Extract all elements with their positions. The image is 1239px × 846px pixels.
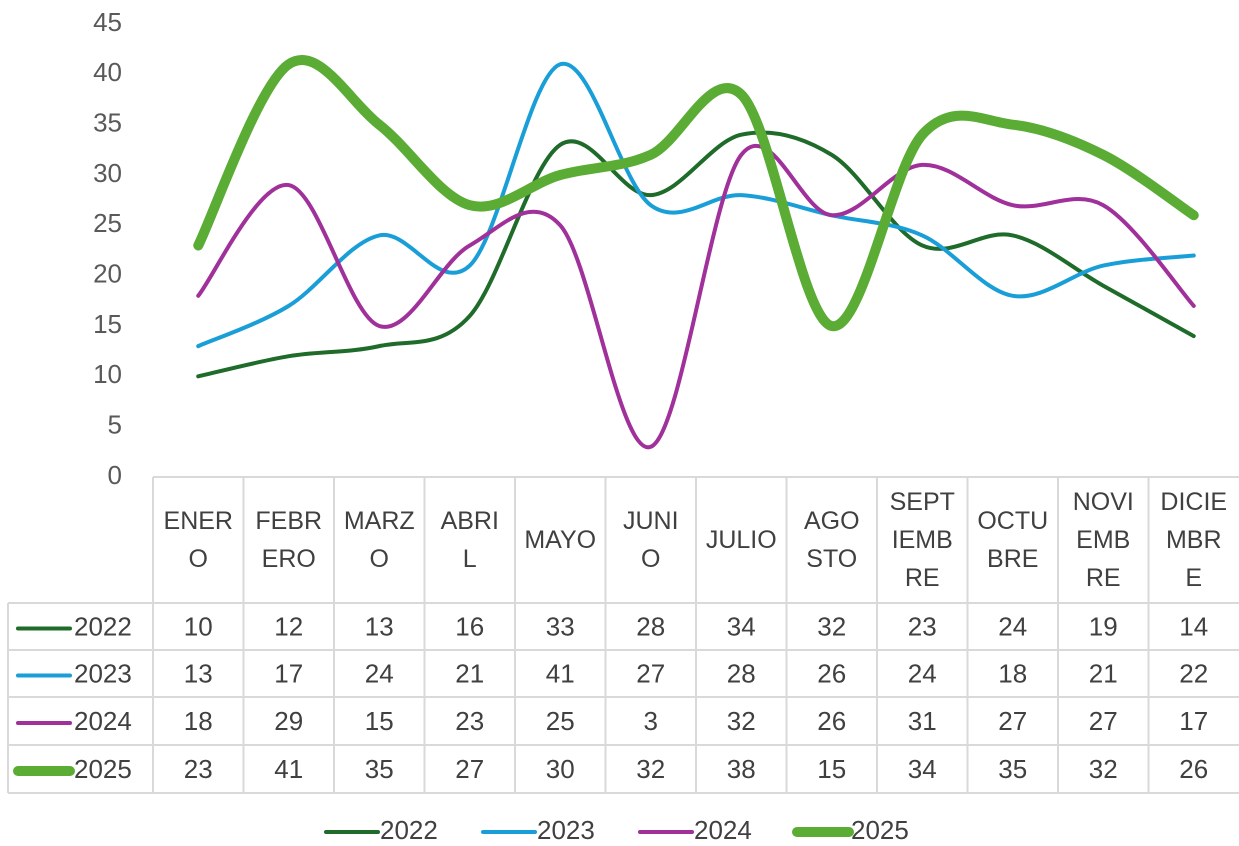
line-series <box>193 55 1199 331</box>
table-value: 34 <box>727 611 756 641</box>
table-value: 32 <box>727 706 756 736</box>
category-cell: DICIEMBRE <box>1160 488 1228 592</box>
y-tick-label: 10 <box>93 359 122 389</box>
table-value: 24 <box>365 658 394 688</box>
table-value: 12 <box>274 611 303 641</box>
table-value: 28 <box>727 658 756 688</box>
y-tick-label: 20 <box>93 259 122 289</box>
table-value: 32 <box>1089 754 1118 784</box>
y-tick-label: 30 <box>93 158 122 188</box>
legend-label: 2025 <box>851 815 909 845</box>
category-cell: FEBRERO <box>255 507 323 573</box>
table-value: 26 <box>817 706 846 736</box>
x-tick-label: DICIEMBRE <box>1160 488 1228 592</box>
table-value: 15 <box>817 754 846 784</box>
table-value: 18 <box>998 658 1027 688</box>
table-value: 35 <box>998 754 1027 784</box>
category-cell: NOVIEMBRE <box>1072 488 1134 592</box>
table-value: 38 <box>727 754 756 784</box>
table-value: 21 <box>1089 658 1118 688</box>
row-label: 2023 <box>74 658 132 688</box>
x-tick-label: ABRIL <box>440 507 499 573</box>
table-value: 24 <box>998 611 1027 641</box>
category-cell: SEPTIEMBRE <box>889 488 955 592</box>
table-value: 24 <box>908 658 937 688</box>
y-tick-label: 45 <box>93 7 122 37</box>
table-value: 21 <box>455 658 484 688</box>
y-tick-label: 25 <box>93 208 122 238</box>
table-value: 19 <box>1089 611 1118 641</box>
x-tick-label: JUNIO <box>622 507 679 573</box>
table-value: 22 <box>1179 658 1208 688</box>
table-value: 27 <box>636 658 665 688</box>
y-tick-label: 0 <box>108 460 122 490</box>
x-tick-label: ENERO <box>163 507 233 573</box>
table-value: 14 <box>1179 611 1208 641</box>
category-cell: ENERO <box>163 507 233 573</box>
legend-label: 2024 <box>694 815 752 845</box>
table-value: 17 <box>274 658 303 688</box>
legend-label: 2022 <box>380 815 438 845</box>
table-value: 32 <box>817 611 846 641</box>
table-value: 31 <box>908 706 937 736</box>
category-cell: ABRIL <box>440 507 499 573</box>
table-value: 27 <box>1089 706 1118 736</box>
table-value: 41 <box>274 754 303 784</box>
table-value: 13 <box>184 658 213 688</box>
table-value: 13 <box>365 611 394 641</box>
table-value: 29 <box>274 706 303 736</box>
line-series <box>196 130 1196 379</box>
category-cell: AGOSTO <box>803 507 860 573</box>
table-value: 30 <box>546 754 575 784</box>
table-value: 26 <box>817 658 846 688</box>
x-tick-label: MAYO <box>524 526 597 554</box>
y-tick-label: 15 <box>93 309 122 339</box>
table-value: 23 <box>184 754 213 784</box>
x-tick-label: MARZO <box>343 507 415 573</box>
table-value: 16 <box>455 611 484 641</box>
table-value: 27 <box>455 754 484 784</box>
category-cell: JULIO <box>705 526 777 554</box>
table-value: 33 <box>546 611 575 641</box>
table-value: 26 <box>1179 754 1208 784</box>
table-value: 15 <box>365 706 394 736</box>
table-value: 3 <box>644 706 658 736</box>
line-series <box>196 62 1196 349</box>
table-value: 25 <box>546 706 575 736</box>
table-value: 17 <box>1179 706 1208 736</box>
table-value: 41 <box>546 658 575 688</box>
row-label: 2024 <box>74 706 132 736</box>
line-series <box>196 143 1196 449</box>
table-value: 23 <box>455 706 484 736</box>
y-tick-label: 35 <box>93 108 122 138</box>
row-label: 2022 <box>74 611 132 641</box>
table-value: 23 <box>908 611 937 641</box>
x-tick-label: OCTUBRE <box>977 507 1049 573</box>
table-value: 18 <box>184 706 213 736</box>
y-tick-label: 40 <box>93 57 122 87</box>
table-value: 27 <box>998 706 1027 736</box>
x-tick-label: FEBRERO <box>255 507 323 573</box>
category-cell: JUNIO <box>622 507 679 573</box>
table-value: 28 <box>636 611 665 641</box>
x-tick-label: SEPTIEMBRE <box>889 488 955 592</box>
x-tick-label: NOVIEMBRE <box>1072 488 1134 592</box>
table-value: 35 <box>365 754 394 784</box>
legend-label: 2023 <box>537 815 595 845</box>
category-cell: MARZO <box>343 507 415 573</box>
x-tick-label: JULIO <box>705 526 777 554</box>
table-value: 32 <box>636 754 665 784</box>
x-tick-label: AGOSTO <box>803 507 860 573</box>
row-label: 2025 <box>74 754 132 784</box>
table-value: 10 <box>184 611 213 641</box>
category-cell: OCTUBRE <box>977 507 1049 573</box>
category-cell: MAYO <box>524 526 597 554</box>
table-value: 34 <box>908 754 937 784</box>
y-tick-label: 5 <box>108 410 122 440</box>
